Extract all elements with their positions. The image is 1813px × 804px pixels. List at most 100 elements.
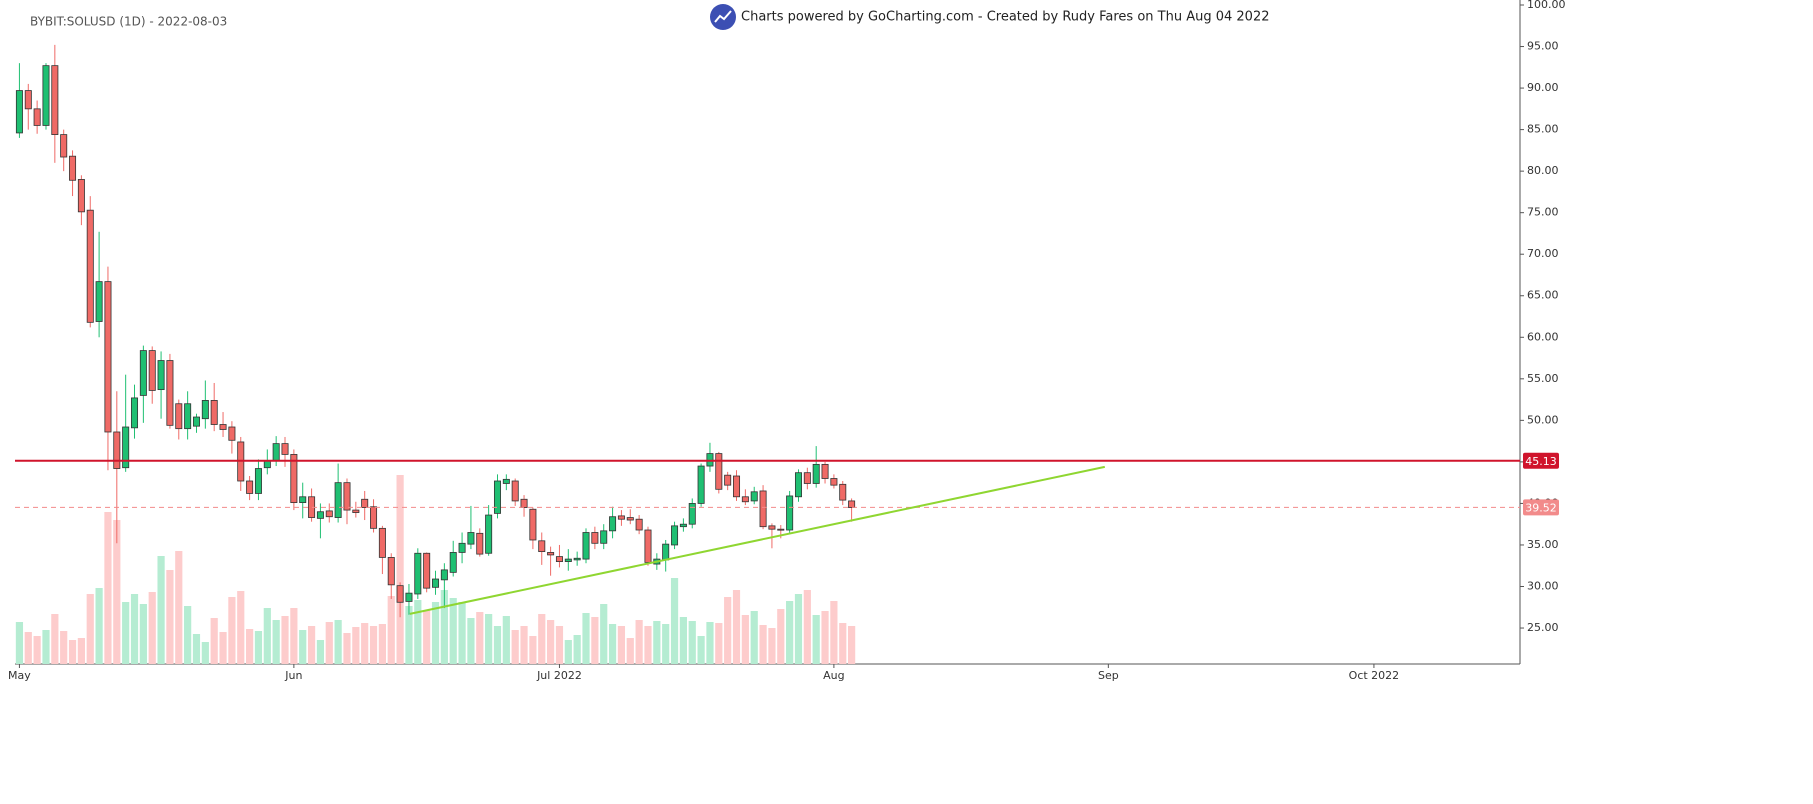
candle-body [334,482,342,518]
chart-subtitle: Charts powered by GoCharting.com - Creat… [741,10,1269,25]
candle-body [131,397,139,429]
candle-body [768,525,776,530]
candle-body [520,498,528,508]
volume-bar [626,638,634,664]
candle-body [759,490,767,528]
volume-bar [679,617,687,664]
candle-body [458,542,466,553]
candle-body [86,209,94,323]
volume-bar [343,633,351,664]
volume-bar [591,617,599,664]
candle-body [113,431,121,469]
volume-bar [263,608,271,664]
volume-bar [573,635,581,664]
volume-bar [104,512,112,664]
volume-bar [281,616,289,664]
volume-bar [387,596,395,664]
candle-body [485,514,493,554]
volume-bar [24,632,32,664]
volume-bar [803,590,811,664]
candle-body [414,552,422,595]
x-tick-label: Jun [284,669,302,682]
y-tick-label: 65.00 [1527,289,1559,302]
volume-bar [95,588,103,664]
volume-bar [113,520,121,664]
volume-bar [812,615,820,664]
candle-body [839,483,847,501]
candle-body [564,558,572,562]
candle-body [502,478,510,484]
x-tick-label: Sep [1098,669,1119,682]
volume-bar [653,621,661,664]
volume-bar [493,626,502,664]
candle-body [812,463,820,484]
volume-bar [706,622,714,664]
candle-body [626,517,634,521]
candle-body [777,528,785,531]
candle-body [148,350,156,391]
candle-body [449,552,457,573]
candle-body [15,90,23,134]
candle-body [591,532,599,544]
volume-bar [184,606,192,664]
y-tick-label: 85.00 [1527,123,1559,136]
volume-bar [582,613,590,664]
candle-body [600,530,608,544]
candle-body [60,134,68,158]
volume-bar [662,624,670,664]
y-tick-label: 50.00 [1527,413,1559,426]
candle-body [42,65,50,126]
volume-bar [547,620,555,664]
x-tick-label: Jul 2022 [536,669,582,682]
candle-body [343,482,351,511]
candle-body [396,585,404,603]
volume-bar [423,610,431,664]
x-tick-label: Aug [823,669,844,682]
candle-body [440,569,448,581]
volume-bar [821,611,829,664]
volume-bar [290,608,298,664]
candle-body [192,416,200,427]
volume-bar [316,640,325,664]
volume-bar [166,570,174,664]
candle-body [724,474,732,486]
candle-body [228,426,236,441]
volume-bar [635,620,643,664]
candle-body [538,540,546,553]
volume-bar [670,578,679,664]
volume-bar [848,626,856,664]
candle-body [803,472,811,484]
volume-bar [440,590,448,664]
volume-bar [449,598,457,664]
volume-bar [741,615,749,664]
candle-body [272,443,280,462]
candle-body [741,496,749,503]
candle-body [387,557,395,586]
volume-bar [77,638,85,664]
candle-body [139,350,147,396]
volume-bar [839,623,847,664]
candle-body [281,443,289,455]
candle-body [662,543,670,561]
candle-body [493,480,501,514]
volume-bar [361,623,369,664]
volume-bar [538,614,546,664]
volume-bar [33,636,41,664]
volume-bar [724,597,732,664]
volume-bar [201,642,209,664]
candle-body [104,281,112,433]
volume-bar [617,626,626,664]
volume-bar [325,622,333,664]
y-tick-label: 25.00 [1527,621,1559,634]
volume-bar [697,636,705,664]
volume-bar [431,602,440,664]
candle-body [547,552,555,556]
candle-body [352,509,360,513]
candle-body [254,468,262,494]
volume-bar [299,630,307,664]
volume-bar [378,624,386,664]
candle-body [511,480,519,502]
candle-body [33,108,41,126]
candle-body [848,500,856,508]
